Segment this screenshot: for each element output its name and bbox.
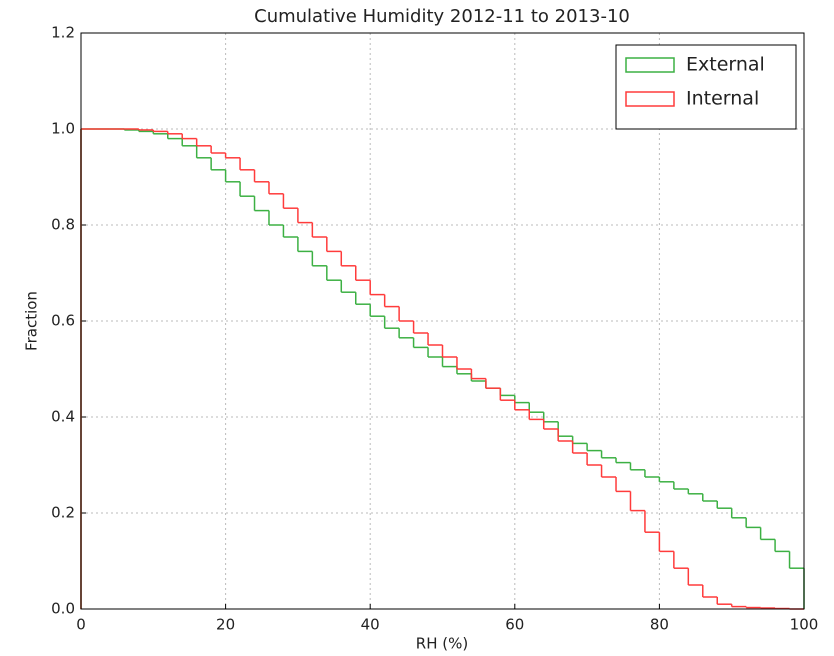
y-axis-label: Fraction xyxy=(23,291,41,351)
y-tick-label: 0.6 xyxy=(51,312,75,330)
legend-label: Internal xyxy=(686,88,759,110)
y-tick-label: 0.4 xyxy=(51,408,75,426)
series xyxy=(80,128,805,609)
series xyxy=(80,128,804,610)
y-tick-label: 1.2 xyxy=(51,24,75,42)
x-tick-label: 60 xyxy=(505,616,524,634)
y-tick-label: 0.8 xyxy=(51,216,75,234)
y-tick-label: 0.0 xyxy=(51,600,75,618)
x-tick-label: 100 xyxy=(790,616,819,634)
x-tick-label: 80 xyxy=(650,616,669,634)
x-axis-label: RH (%) xyxy=(416,635,468,653)
x-tick-label: 40 xyxy=(361,616,380,634)
legend-label: External xyxy=(686,54,765,76)
y-tick-label: 1.0 xyxy=(51,120,75,138)
x-tick-label: 0 xyxy=(76,616,86,634)
plot-frame xyxy=(80,32,805,610)
chart-title: Cumulative Humidity 2012-11 to 2013-10 xyxy=(254,6,630,27)
legend-swatch xyxy=(625,91,675,107)
y-tick-label: 0.2 xyxy=(51,504,75,522)
legend: External Internal xyxy=(615,44,797,130)
legend-swatch xyxy=(625,57,675,73)
x-tick-label: 20 xyxy=(216,616,235,634)
legend-frame xyxy=(615,44,797,130)
